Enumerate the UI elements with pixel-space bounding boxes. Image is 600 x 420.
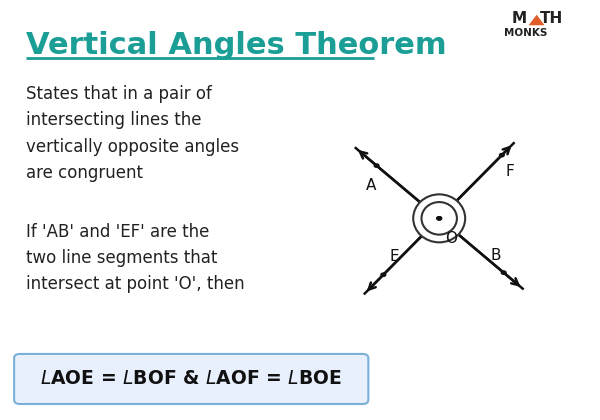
Text: F: F [505, 165, 514, 179]
Text: A: A [365, 178, 376, 193]
Circle shape [381, 273, 386, 276]
Circle shape [437, 217, 442, 220]
Text: O: O [445, 231, 457, 246]
Circle shape [374, 164, 379, 167]
Ellipse shape [413, 194, 465, 242]
Text: M: M [512, 11, 527, 26]
Text: MONKS: MONKS [504, 28, 547, 38]
Circle shape [502, 271, 506, 274]
Circle shape [437, 217, 442, 220]
Text: Vertical Angles Theorem: Vertical Angles Theorem [26, 31, 446, 60]
Text: B: B [490, 248, 500, 263]
Ellipse shape [421, 202, 457, 235]
Circle shape [499, 153, 504, 157]
Polygon shape [529, 15, 545, 25]
Text: E: E [389, 249, 398, 264]
FancyBboxPatch shape [14, 354, 368, 404]
Text: States that in a pair of
intersecting lines the
vertically opposite angles
are c: States that in a pair of intersecting li… [26, 85, 239, 182]
Text: If 'AB' and 'EF' are the
two line segments that
intersect at point 'O', then: If 'AB' and 'EF' are the two line segmen… [26, 223, 245, 293]
Text: TH: TH [539, 11, 563, 26]
Text: $\it{L}$AOE = $\it{L}$BOF & $\it{L}$AOF = $\it{L}$BOE: $\it{L}$AOE = $\it{L}$BOF & $\it{L}$AOF … [40, 370, 342, 389]
